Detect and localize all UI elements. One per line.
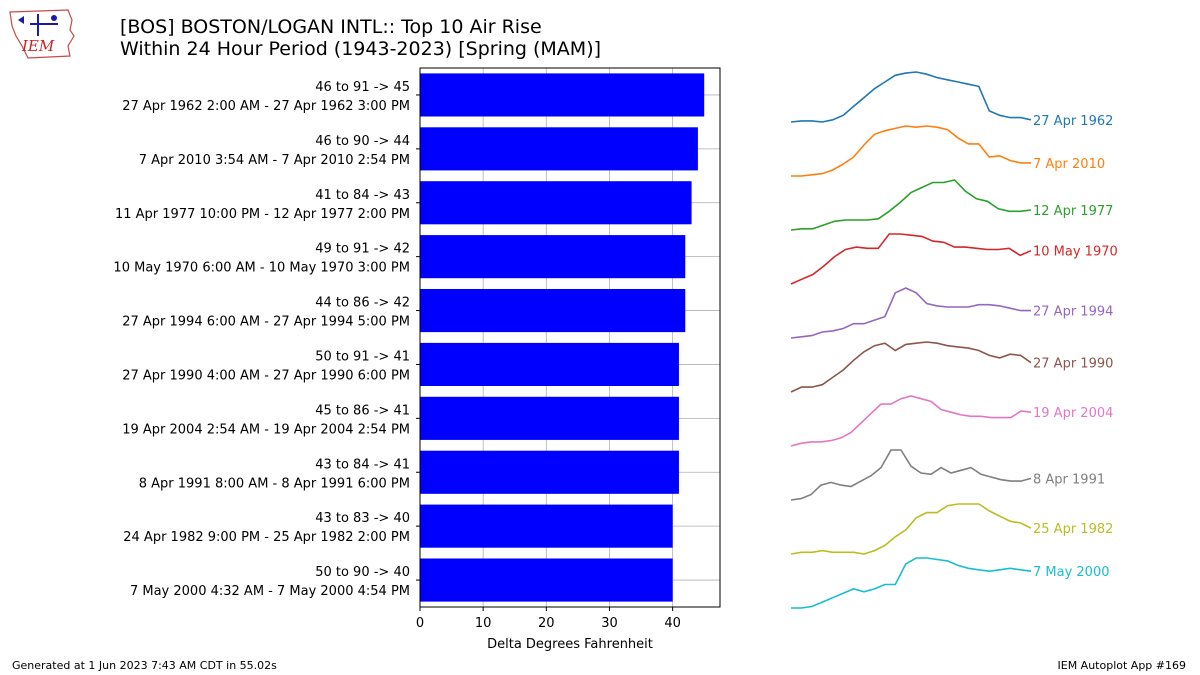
y-tick-label: 8 Apr 1991 8:00 AM - 8 Apr 1991 6:00 PM (139, 476, 410, 491)
y-tick-label: 49 to 91 -> 42 (315, 242, 410, 257)
y-tick-label: 50 to 90 -> 40 (315, 565, 410, 580)
y-tick-label: 27 Apr 1990 4:00 AM - 27 Apr 1990 6:00 P… (122, 368, 410, 383)
series-line (790, 179, 1032, 231)
y-tick-label: 43 to 83 -> 40 (315, 511, 410, 526)
series-line (790, 233, 1032, 285)
x-tick-label: 10 (475, 616, 492, 631)
bar (420, 235, 686, 279)
series-line (790, 395, 1032, 447)
series-line (791, 125, 1031, 177)
y-tick-label: 27 Apr 1962 2:00 AM - 27 Apr 1962 3:00 P… (122, 99, 410, 114)
title-line-2: Within 24 Hour Period (1943-2023) [Sprin… (120, 38, 602, 60)
series-line (790, 71, 1032, 123)
plot-frame (419, 67, 721, 608)
x-tick-label: 40 (664, 616, 681, 631)
iem-weather-logo-icon: IEM (9, 9, 75, 59)
x-tick-label: 30 (601, 616, 618, 631)
y-tick-label: 7 May 2000 4:32 AM - 7 May 2000 4:54 PM (130, 584, 410, 599)
y-tick-label: 7 Apr 2010 3:54 AM - 7 Apr 2010 2:54 PM (139, 153, 410, 168)
series-label: 27 Apr 1990 (1033, 357, 1113, 372)
bar (420, 288, 686, 333)
logo-text: IEM (21, 37, 55, 55)
series-label: 19 Apr 2004 (1033, 406, 1113, 421)
y-tick-label: 10 May 1970 6:00 AM - 10 May 1970 3:00 P… (113, 261, 410, 276)
x-tick-label: 20 (538, 616, 555, 631)
bar (420, 450, 679, 494)
series-label: 12 Apr 1977 (1033, 204, 1113, 219)
y-tick-label: 19 Apr 2004 2:54 AM - 19 Apr 2004 2:54 P… (122, 422, 410, 437)
bar (420, 558, 673, 602)
y-tick-label: 46 to 90 -> 44 (315, 134, 410, 149)
y-tick-label: 44 to 86 -> 42 (315, 296, 410, 311)
series-line (790, 503, 1032, 555)
x-axis-label: Delta Degrees Fahrenheit (487, 637, 653, 652)
y-tick-label: 50 to 91 -> 41 (315, 349, 410, 364)
bar (420, 127, 698, 171)
bar (420, 396, 679, 440)
series-line (790, 341, 1032, 393)
y-tick-label: 24 Apr 1982 9:00 PM - 25 Apr 1982 2:00 P… (123, 530, 410, 545)
iem-logo: IEM (8, 6, 80, 60)
series-line (791, 557, 1032, 609)
bar (420, 504, 673, 548)
bar (420, 181, 692, 225)
series-label: 27 Apr 1994 (1033, 305, 1113, 320)
series-label: 7 May 2000 (1033, 565, 1110, 580)
y-tick-label: 43 to 84 -> 41 (315, 457, 410, 472)
series-label: 10 May 1970 (1033, 245, 1118, 260)
y-tick-label: 41 to 84 -> 43 (315, 188, 410, 203)
series-label: 27 Apr 1962 (1033, 114, 1113, 129)
series-line (790, 287, 1031, 339)
series-label: 7 Apr 2010 (1033, 157, 1105, 172)
series-label: 8 Apr 1991 (1033, 472, 1105, 487)
y-tick-label: 11 Apr 1977 10:00 PM - 12 Apr 1977 2:00 … (115, 207, 410, 222)
y-tick-label: 45 to 86 -> 41 (315, 403, 410, 418)
generated-note: Generated at 1 Jun 2023 7:43 AM CDT in 5… (12, 659, 277, 672)
app-id: IEM Autoplot App #169 (1057, 659, 1187, 672)
x-tick-label: 0 (416, 616, 424, 631)
bar (420, 342, 679, 387)
bar (420, 73, 705, 117)
series-line (790, 449, 1032, 501)
y-tick-label: 27 Apr 1994 6:00 AM - 27 Apr 1994 5:00 P… (122, 315, 410, 330)
title-line-1: [BOS] BOSTON/LOGAN INTL:: Top 10 Air Ris… (120, 16, 542, 38)
y-tick-label: 46 to 91 -> 45 (315, 80, 410, 95)
page-title: [BOS] BOSTON/LOGAN INTL:: Top 10 Air Ris… (120, 16, 601, 60)
series-label: 25 Apr 1982 (1033, 522, 1113, 537)
